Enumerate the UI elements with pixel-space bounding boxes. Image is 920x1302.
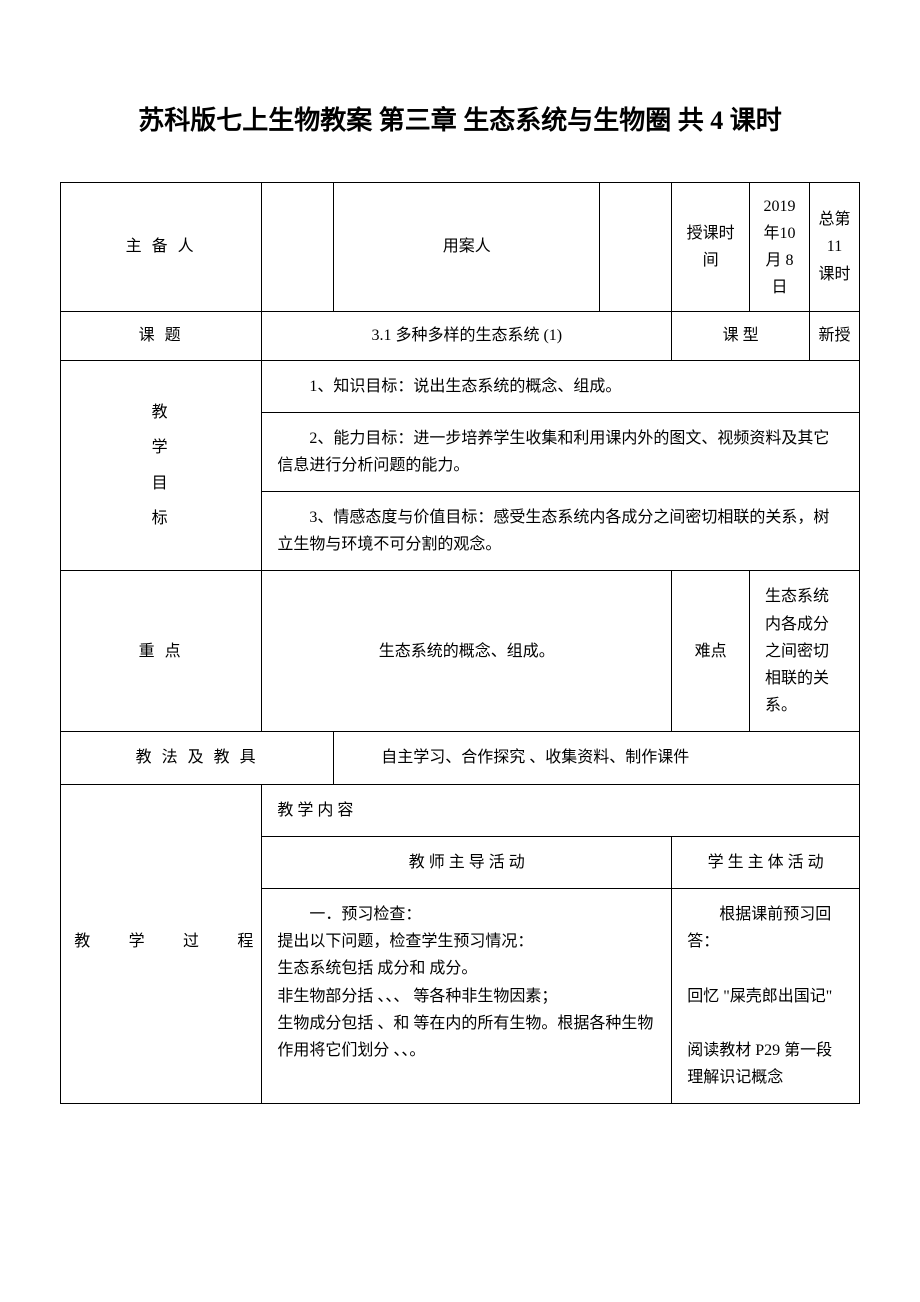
case-person-value <box>600 182 672 312</box>
lesson-plan-table: 主 备 人 用案人 授课时间 2019 年10 月 8 日 总第 11 课时 课… <box>60 182 860 1105</box>
goal-3: 3、情感态度与价值目标：感受生态系统内各成分之间密切相联的关系，树立生物与环境不… <box>262 492 860 571</box>
document-title: 苏科版七上生物教案 第三章 生态系统与生物圈 共 4 课时 <box>60 100 860 142</box>
difficulty-label: 难点 <box>672 571 750 732</box>
teacher-activity-label: 教 师 主 导 活 动 <box>262 836 672 888</box>
process-side-label: 教学过程 <box>61 784 262 1104</box>
keypoint-value: 生态系统的概念、组成。 <box>262 571 672 732</box>
goal-1: 1、知识目标：说出生态系统的概念、组成。 <box>262 360 860 412</box>
difficulty-value: 生态系统内各成分之间密切相联的关系。 <box>750 571 860 732</box>
method-value: 自主学习、合作探究 、收集资料、制作课件 <box>334 732 860 784</box>
teach-time-value: 2019 年10 月 8 日 <box>750 182 810 312</box>
teach-time-label: 授课时间 <box>672 182 750 312</box>
process-side-text: 教学过程 <box>71 932 251 956</box>
topic-value: 3.1 多种多样的生态系统 (1) <box>262 312 672 360</box>
course-type-value: 新授 <box>810 312 860 360</box>
goals-label: 教学目标 <box>61 360 262 571</box>
main-author-value <box>262 182 334 312</box>
total-period-label: 总第 11 课时 <box>810 182 860 312</box>
student-activity-content: 根据课前预习回答： 回忆 "屎壳郎出国记" 阅读教材 P29 第一段 理解识记概… <box>672 888 860 1103</box>
topic-label: 课 题 <box>61 312 262 360</box>
course-type-label: 课 型 <box>672 312 810 360</box>
case-person-label: 用案人 <box>334 182 600 312</box>
goals-label-text: 教学目标 <box>152 404 171 527</box>
main-author-label: 主 备 人 <box>61 182 262 312</box>
student-activity-label: 学 生 主 体 活 动 <box>672 836 860 888</box>
goal-2: 2、能力目标：进一步培养学生收集和利用课内外的图文、视频资料及其它信息进行分析问… <box>262 412 860 491</box>
teacher-activity-content: 一．预习检查： 提出以下问题，检查学生预习情况： 生态系统包括 成分和 成分。 … <box>262 888 672 1103</box>
keypoint-label: 重 点 <box>61 571 262 732</box>
method-label: 教 法 及 教 具 <box>61 732 334 784</box>
teaching-content-label: 教 学 内 容 <box>262 784 860 836</box>
